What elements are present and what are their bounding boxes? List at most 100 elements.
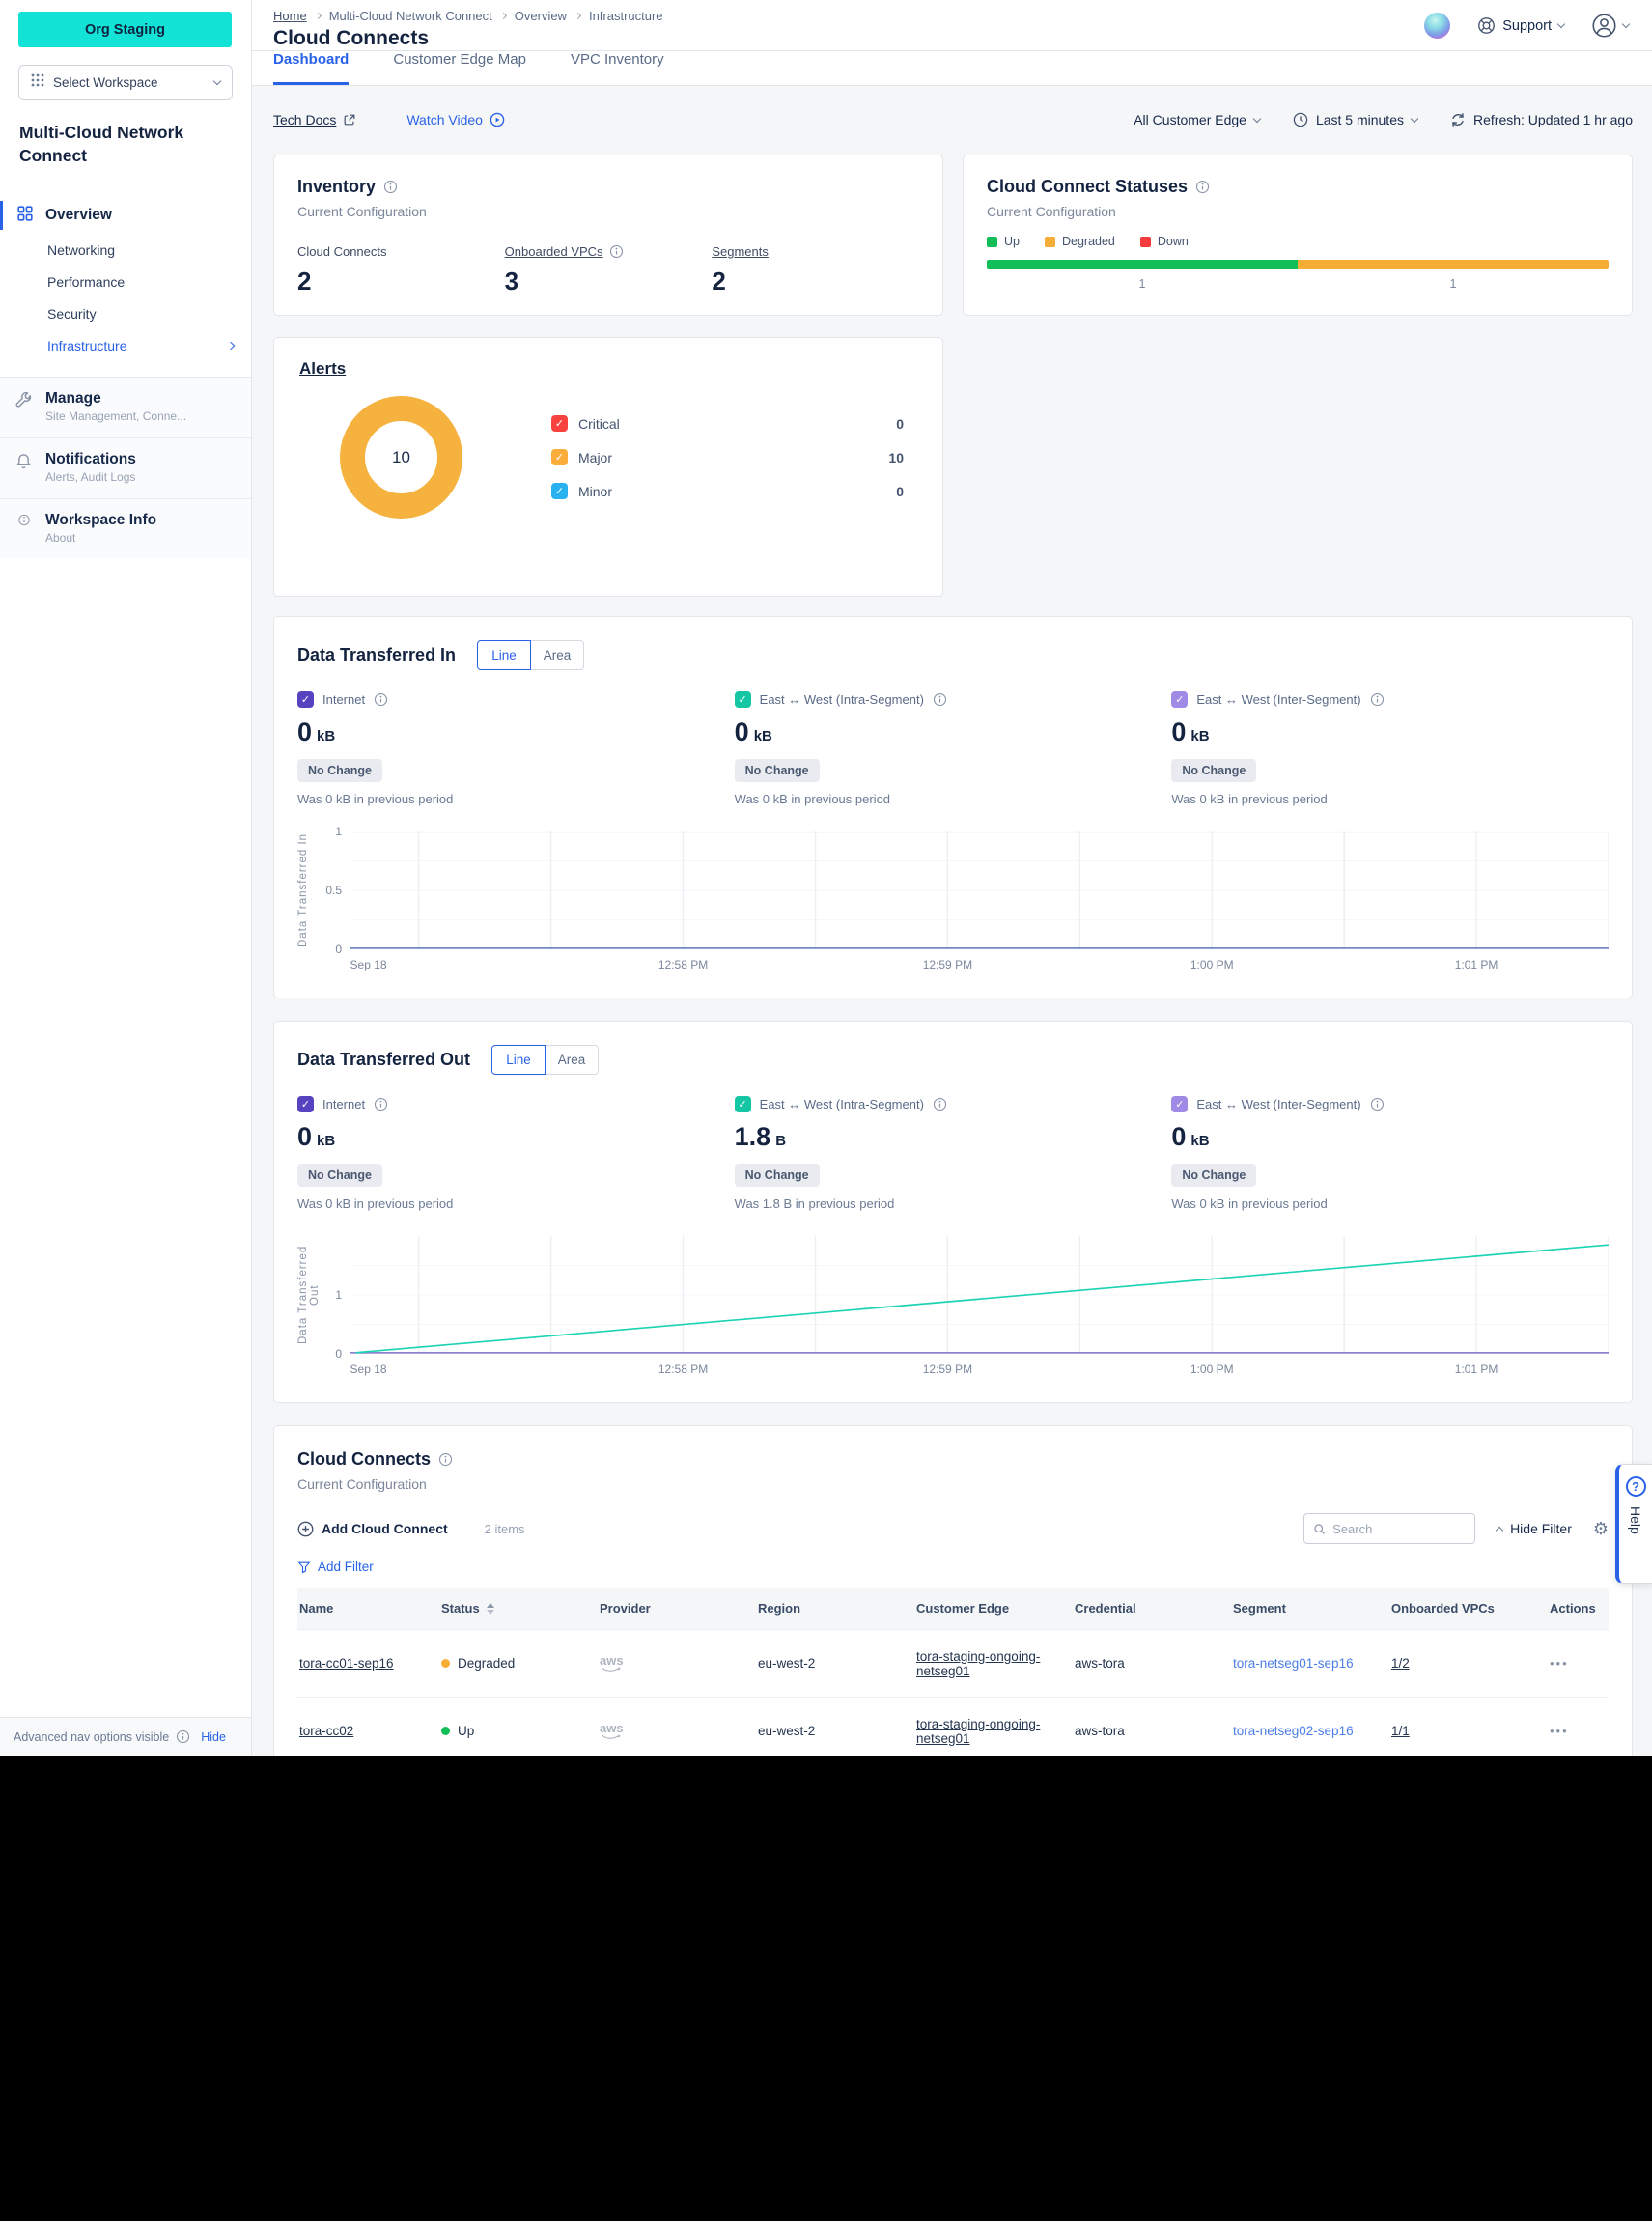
sidebar-item-manage[interactable]: Manage Site Management, Conne... xyxy=(0,377,251,438)
info-icon[interactable] xyxy=(1370,692,1385,707)
utility-bar: Tech Docs Watch Video All Customer Edge … xyxy=(273,101,1633,138)
sort-icon[interactable] xyxy=(486,1602,494,1615)
hide-filter-button[interactable]: Hide Filter xyxy=(1495,1521,1572,1536)
critical-checkbox[interactable]: ✓ xyxy=(551,415,568,432)
wrench-icon xyxy=(15,390,33,425)
table-row-cell-status: Degraded xyxy=(439,1629,598,1697)
customer-edge-link[interactable]: tora-staging-ongoing-netseg01 xyxy=(916,1716,1041,1746)
info-icon[interactable] xyxy=(933,1097,947,1111)
col-header-onboarded-vpcs[interactable]: Onboarded VPCs xyxy=(1389,1588,1548,1629)
add-cloud-connect-button[interactable]: Add Cloud Connect xyxy=(297,1521,448,1537)
cloud-connect-link[interactable]: tora-cc01-sep16 xyxy=(299,1656,394,1671)
stat-label-link[interactable]: Onboarded VPCs xyxy=(504,244,603,259)
row-actions-button[interactable]: ••• xyxy=(1550,1724,1569,1738)
table-row-cell-region: eu-west-2 xyxy=(756,1697,914,1756)
major-checkbox[interactable]: ✓ xyxy=(551,449,568,465)
workspace-selector[interactable]: Select Workspace xyxy=(18,65,233,100)
intra-segment-checkbox[interactable]: ✓ xyxy=(734,691,751,708)
assistant-orb-icon[interactable] xyxy=(1424,13,1451,39)
minor-checkbox[interactable]: ✓ xyxy=(551,483,568,499)
tab-dashboard[interactable]: Dashboard xyxy=(273,51,350,85)
alerts-title-link[interactable]: Alerts xyxy=(299,359,347,378)
line-toggle-button[interactable]: Line xyxy=(491,1045,546,1075)
sidebar-item-notifications[interactable]: Notifications Alerts, Audit Logs xyxy=(0,437,251,499)
sidebar: Org Staging Select Workspace Multi-Cloud… xyxy=(0,0,252,1756)
sidebar-item-overview[interactable]: Overview xyxy=(0,197,251,234)
add-filter-button[interactable]: Add Filter xyxy=(297,1560,1609,1574)
breadcrumb-home[interactable]: Home xyxy=(273,9,307,23)
sidebar-item-label: Manage xyxy=(45,390,101,408)
sidebar-item-label: Infrastructure xyxy=(47,337,127,353)
col-header-region[interactable]: Region xyxy=(756,1588,914,1629)
chevron-down-icon xyxy=(1252,114,1262,123)
customer-edge-link[interactable]: tora-staging-ongoing-netseg01 xyxy=(916,1648,1041,1678)
internet-checkbox[interactable]: ✓ xyxy=(297,691,314,708)
search-input[interactable] xyxy=(1332,1521,1467,1536)
line-toggle-button[interactable]: Line xyxy=(477,640,532,670)
status-bar-segment xyxy=(1298,260,1609,269)
col-header-status[interactable]: Status xyxy=(439,1588,598,1629)
org-staging-button[interactable]: Org Staging xyxy=(18,12,232,47)
status-stacked-bar xyxy=(987,260,1609,269)
sidebar-item-performance[interactable]: Performance xyxy=(47,273,126,290)
onboarded-vpcs-link[interactable]: 1/1 xyxy=(1391,1724,1410,1738)
breadcrumb-item[interactable]: Multi-Cloud Network Connect xyxy=(328,9,492,23)
support-menu[interactable]: Support xyxy=(1477,16,1566,35)
overview-grid-icon xyxy=(17,206,33,226)
watch-video-link[interactable]: Watch Video xyxy=(406,112,505,127)
segment-link[interactable]: tora-netseg02-sep16 xyxy=(1231,1697,1389,1756)
col-header-name[interactable]: Name xyxy=(297,1588,439,1629)
info-icon[interactable] xyxy=(609,244,624,259)
inter-segment-checkbox[interactable]: ✓ xyxy=(1171,1096,1189,1112)
col-header-credential[interactable]: Credential xyxy=(1073,1588,1231,1629)
main-area: Home Multi-Cloud Network Connect Overvie… xyxy=(252,0,1652,1756)
sidebar-item-infrastructure[interactable]: Infrastructure xyxy=(0,329,251,361)
status-dot xyxy=(441,1659,450,1668)
info-icon[interactable] xyxy=(438,1452,453,1467)
area-toggle-button[interactable]: Area xyxy=(530,640,585,670)
info-icon[interactable] xyxy=(933,692,947,707)
sidebar-item-networking[interactable]: Networking xyxy=(47,241,116,258)
change-badge: No Change xyxy=(734,759,820,782)
table-row-cell-status: Up xyxy=(439,1697,598,1756)
segment-link[interactable]: tora-netseg01-sep16 xyxy=(1231,1629,1389,1697)
col-header-provider[interactable]: Provider xyxy=(598,1588,756,1629)
customer-edge-filter[interactable]: All Customer Edge xyxy=(1134,112,1262,127)
breadcrumb-item[interactable]: Infrastructure xyxy=(588,9,663,23)
onboarded-vpcs-link[interactable]: 1/2 xyxy=(1391,1656,1410,1671)
refresh-button[interactable]: Refresh: Updated 1 hr ago xyxy=(1450,112,1633,127)
area-toggle-button[interactable]: Area xyxy=(545,1045,600,1075)
cloud-connects-table: Name Status Provider Region Customer Edg… xyxy=(297,1588,1609,1756)
account-menu[interactable] xyxy=(1591,13,1631,39)
table-settings-gear-icon[interactable]: ⚙ xyxy=(1592,1518,1609,1539)
intra-segment-checkbox[interactable]: ✓ xyxy=(734,1096,751,1112)
hide-advanced-nav-link[interactable]: Hide xyxy=(201,1729,226,1744)
info-icon[interactable] xyxy=(383,180,398,194)
inter-segment-checkbox[interactable]: ✓ xyxy=(1171,691,1189,708)
cloud-connect-link[interactable]: tora-cc02 xyxy=(299,1724,354,1738)
stat-label-link[interactable]: Segments xyxy=(712,244,769,259)
help-tab[interactable]: ? Help xyxy=(1615,1464,1652,1584)
info-icon[interactable] xyxy=(1195,180,1210,194)
col-header-segment[interactable]: Segment xyxy=(1231,1588,1389,1629)
table-row-cell-onboarded-vpcs: 1/1 xyxy=(1389,1697,1548,1756)
sidebar-item-workspace-info[interactable]: Workspace Info About xyxy=(0,498,251,560)
row-actions-button[interactable]: ••• xyxy=(1550,1656,1569,1671)
stat-east-west-inter: ✓ East ↔ West (Inter-Segment) 0 kB No Chan… xyxy=(1171,691,1609,806)
table-search[interactable] xyxy=(1303,1513,1476,1544)
sidebar-item-security[interactable]: Security xyxy=(47,305,97,322)
tab-vpc-inventory[interactable]: VPC Inventory xyxy=(570,51,664,68)
breadcrumb-item[interactable]: Overview xyxy=(514,9,567,23)
internet-checkbox[interactable]: ✓ xyxy=(297,1096,314,1112)
time-range-selector[interactable]: Last 5 minutes xyxy=(1293,112,1419,127)
alerts-card: Alerts 10 ✓ Critical 0 ✓ Major 10 xyxy=(273,337,943,597)
info-icon[interactable] xyxy=(374,1097,388,1111)
x-axis-ticks: Sep 18 12:58 PM 12:59 PM 1:00 PM 1:01 PM xyxy=(350,1363,1498,1376)
tech-docs-link[interactable]: Tech Docs xyxy=(273,112,356,127)
info-icon[interactable] xyxy=(374,692,388,707)
col-header-customer-edge[interactable]: Customer Edge xyxy=(914,1588,1073,1629)
search-icon xyxy=(1314,1523,1325,1534)
tab-customer-edge-map[interactable]: Customer Edge Map xyxy=(393,51,526,68)
info-icon[interactable] xyxy=(1370,1097,1385,1111)
